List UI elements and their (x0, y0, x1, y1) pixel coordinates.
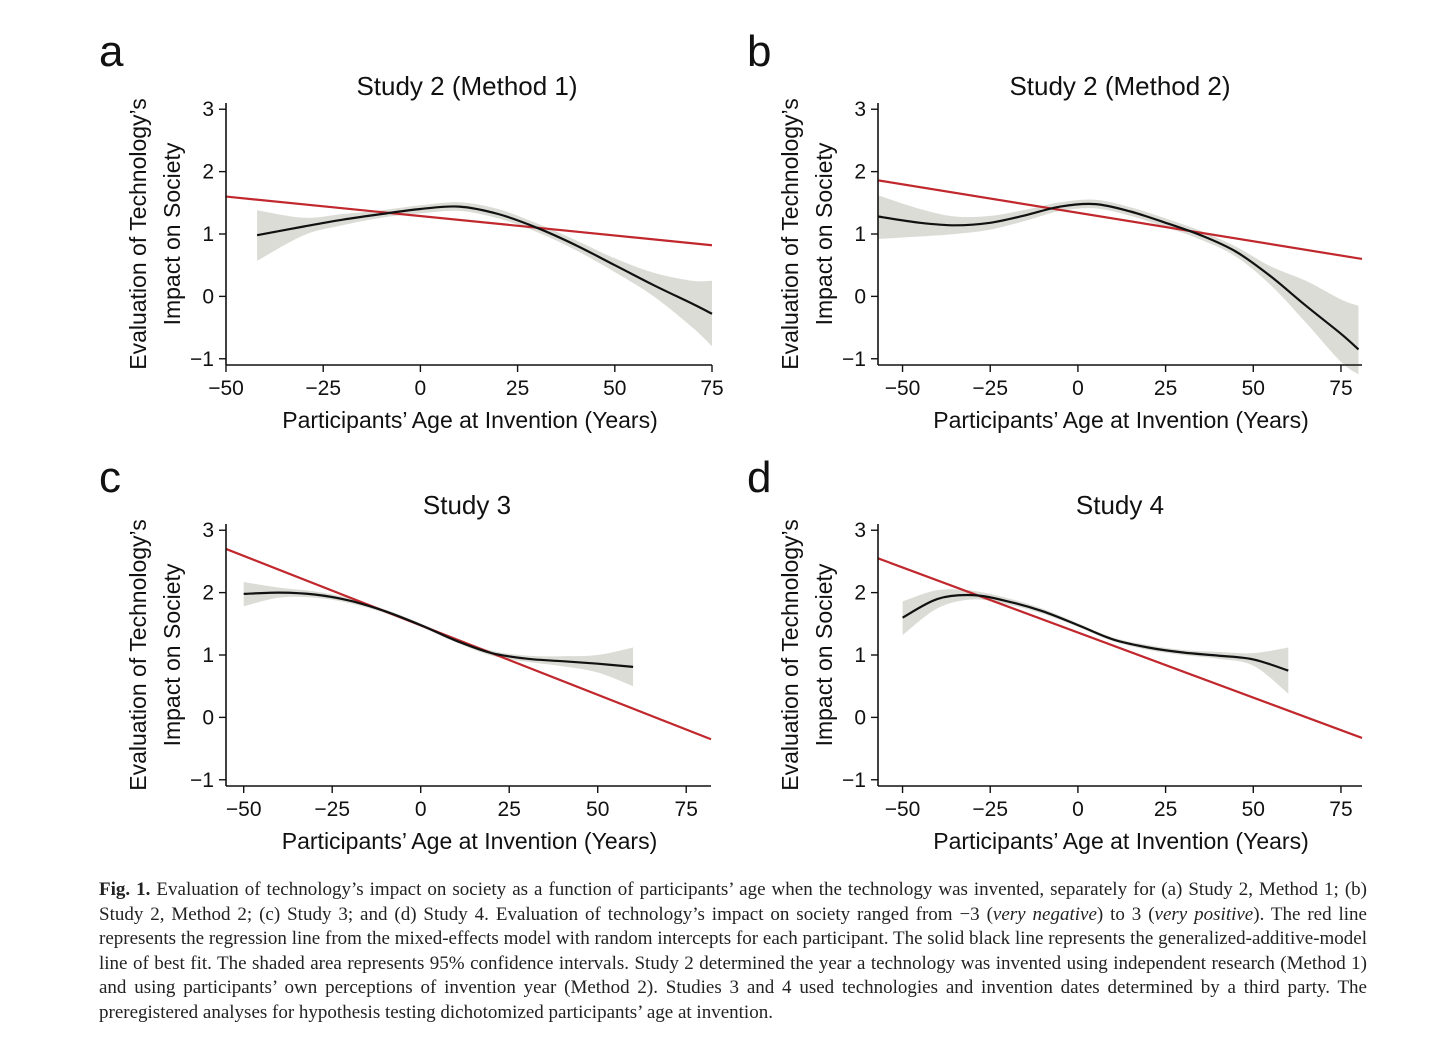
panel-letter: a (99, 27, 124, 76)
x-tick-label: −50 (885, 377, 921, 400)
panel-letter: c (99, 453, 121, 502)
gam-fit-line (243, 591, 634, 668)
x-tick-label: 0 (1072, 377, 1084, 400)
y-axis-label-line-2: Impact on Society (159, 142, 185, 325)
y-tick-label: 3 (854, 519, 866, 542)
chart-title: Study 3 (423, 490, 511, 520)
y-axis-label-line-1: Evaluation of Technology’s (125, 98, 151, 370)
confidence-band (257, 202, 712, 347)
x-axis-label: Participants’ Age at Invention (Years) (282, 407, 657, 433)
x-tick-label: −25 (314, 798, 350, 821)
y-tick-label: −1 (190, 348, 214, 371)
x-tick-label: 25 (1154, 377, 1177, 400)
regression-line (225, 195, 713, 247)
y-axis-label-line-2: Impact on Society (811, 142, 837, 325)
y-tick-label: 2 (854, 582, 866, 605)
chart-panel-c: c Study 3 −1 0 1 2 3 −50 −25 0 25 50 75 Participants’… (99, 453, 712, 854)
y-tick-label: 1 (202, 223, 214, 246)
x-tick-label: 25 (506, 377, 529, 400)
y-axis-label: Evaluation of Technology’s Impact on Soci… (125, 98, 185, 370)
x-tick-label: 50 (586, 798, 609, 821)
caption-label: Fig. 1. (99, 879, 151, 900)
caption-italic-1: very negative (992, 903, 1097, 925)
confidence-band (878, 195, 1359, 375)
x-tick-label: −25 (305, 377, 341, 400)
x-tick-label: −50 (226, 798, 262, 821)
panel-letter: d (747, 453, 771, 502)
x-tick-label: −25 (972, 798, 1008, 821)
y-tick-label: 2 (202, 161, 214, 184)
x-tick-label: 25 (1154, 798, 1177, 821)
x-tick-label: 75 (1329, 798, 1352, 821)
x-axis-label: Participants’ Age at Invention (Years) (933, 828, 1308, 854)
regression-line (225, 547, 712, 741)
y-tick-label: 1 (854, 644, 866, 667)
y-tick-label: 3 (202, 519, 214, 542)
confidence-band (902, 589, 1289, 694)
x-tick-label: 75 (1329, 377, 1352, 400)
x-tick-label: −50 (885, 798, 921, 821)
regression-line (877, 179, 1363, 261)
x-axis-label: Participants’ Age at Invention (Years) (282, 828, 657, 854)
x-tick-label: 25 (498, 798, 521, 821)
x-tick-label: 75 (700, 377, 723, 400)
x-tick-label: −50 (208, 377, 244, 400)
chart-title: Study 2 (Method 1) (356, 71, 577, 101)
y-tick-label: 2 (202, 582, 214, 605)
x-tick-label: 0 (1072, 798, 1084, 821)
y-tick-label: 1 (854, 223, 866, 246)
x-tick-label: 0 (415, 798, 427, 821)
y-axis-label-line-1: Evaluation of Technology’s (777, 98, 803, 370)
y-axis-label-line-1: Evaluation of Technology’s (777, 519, 803, 791)
y-axis-label: Evaluation of Technology’s Impact on Soci… (777, 519, 837, 791)
x-tick-label: 50 (603, 377, 626, 400)
y-tick-label: 1 (202, 644, 214, 667)
chart-panel-d: d Study 4 −1 0 1 2 3 −50 −25 0 25 50 75 Participants’… (747, 453, 1363, 854)
y-axis-label-line-2: Impact on Society (811, 563, 837, 746)
x-tick-label: 0 (415, 377, 427, 400)
x-tick-label: 50 (1242, 377, 1265, 400)
y-tick-label: 3 (202, 98, 214, 121)
gam-fit-line (877, 202, 1360, 351)
figure: a Study 2 (Method 1) −1 0 1 2 3 −50 −25 0 25 50 75 Pa… (99, 27, 1363, 854)
chart-panel-b: b Study 2 (Method 2) −1 0 1 2 3 −50 −25 0 25 50 75 Pa… (747, 27, 1363, 433)
y-tick-label: 0 (854, 285, 866, 308)
y-tick-label: 3 (854, 98, 866, 121)
x-axis-label: Participants’ Age at Invention (Years) (933, 407, 1308, 433)
gam-fit-line (902, 593, 1289, 672)
figure-caption: Fig. 1. Evaluation of technology’s impac… (99, 878, 1367, 1025)
y-tick-label: 2 (854, 161, 866, 184)
caption-text-3: ). The red line represents the regressio… (99, 903, 1367, 1023)
y-axis-label: Evaluation of Technology’s Impact on Soci… (125, 519, 185, 791)
y-axis-label-line-1: Evaluation of Technology’s (125, 519, 151, 791)
y-axis-label: Evaluation of Technology’s Impact on Soci… (777, 98, 837, 370)
chart-panel-a: a Study 2 (Method 1) −1 0 1 2 3 −50 −25 0 25 50 75 Pa… (99, 27, 724, 433)
x-tick-label: 50 (1242, 798, 1265, 821)
y-tick-label: 0 (854, 706, 866, 729)
y-tick-label: −1 (842, 769, 866, 792)
chart-title: Study 4 (1076, 490, 1164, 520)
caption-italic-2: very positive (1154, 903, 1254, 925)
gam-fit-line (256, 205, 713, 315)
y-tick-label: 0 (202, 706, 214, 729)
x-tick-label: 75 (675, 798, 698, 821)
regression-line (877, 557, 1363, 739)
y-tick-label: −1 (190, 769, 214, 792)
y-tick-label: 0 (202, 285, 214, 308)
x-tick-label: −25 (972, 377, 1008, 400)
caption-text-1: Evaluation of technology’s impact on soc… (99, 879, 1367, 925)
y-tick-label: −1 (842, 348, 866, 371)
caption-text-2: ) to 3 ( (1096, 903, 1155, 925)
panel-letter: b (747, 27, 771, 76)
chart-title: Study 2 (Method 2) (1009, 71, 1230, 101)
y-axis-label-line-2: Impact on Society (159, 563, 185, 746)
